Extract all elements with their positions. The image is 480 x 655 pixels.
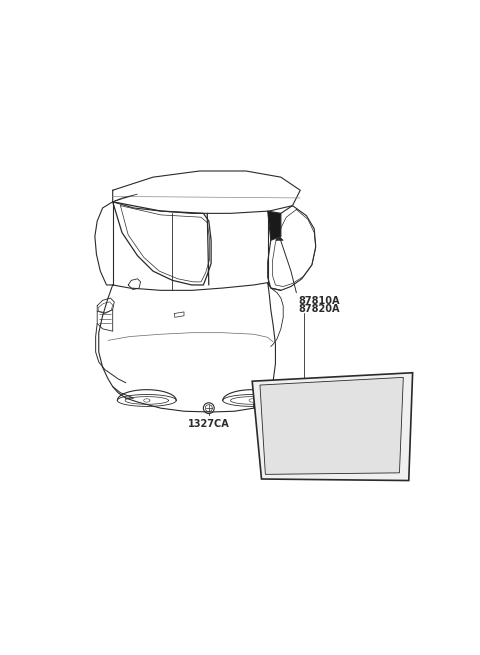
Polygon shape xyxy=(252,373,413,481)
Polygon shape xyxy=(268,211,281,240)
Text: 1327CA: 1327CA xyxy=(188,419,229,429)
Text: 87820A: 87820A xyxy=(299,304,340,314)
Text: 87810A: 87810A xyxy=(299,296,340,306)
Polygon shape xyxy=(276,236,283,240)
Polygon shape xyxy=(260,377,403,474)
